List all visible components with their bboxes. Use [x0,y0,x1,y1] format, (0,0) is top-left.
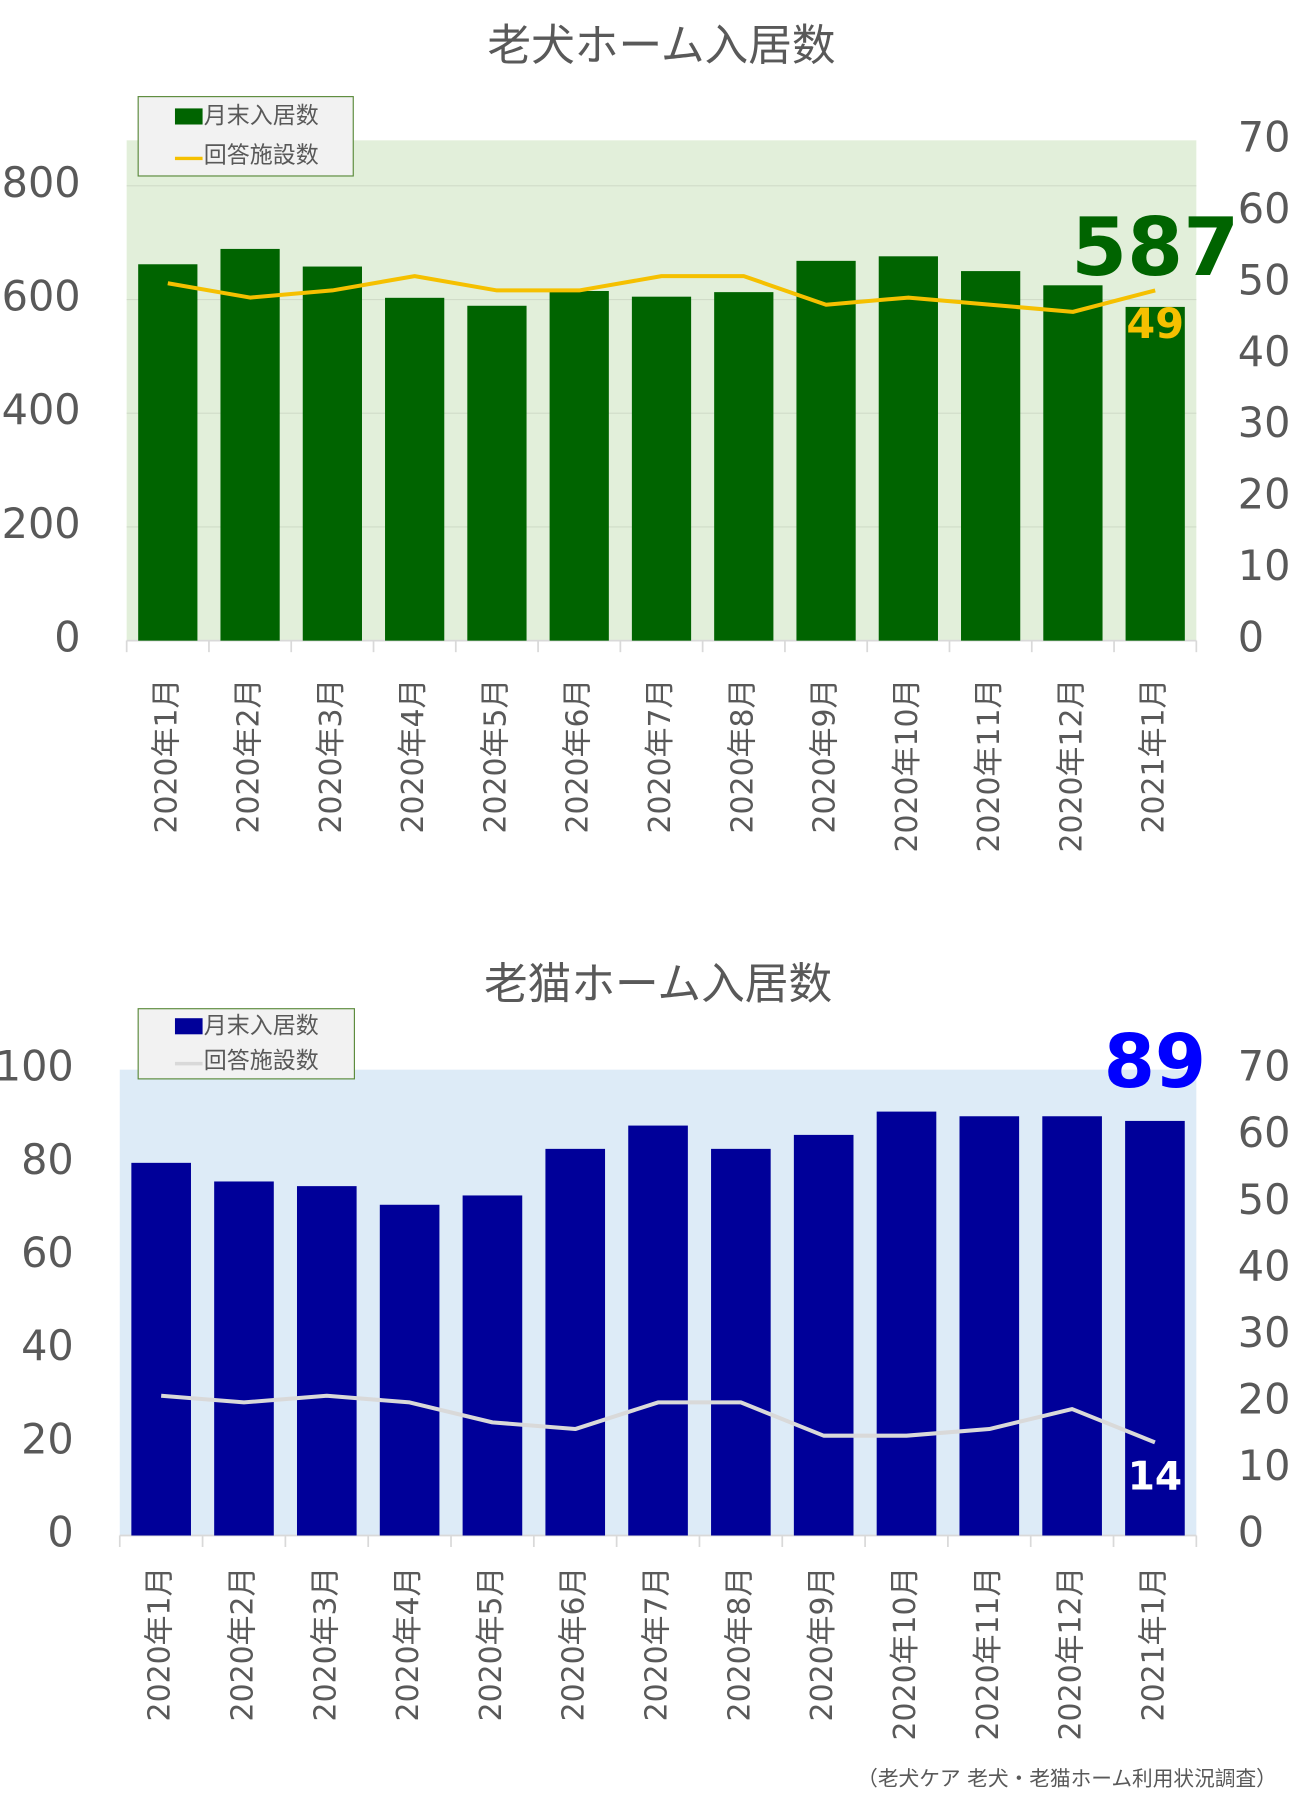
x-tick-label: 2020年1月 [149,679,184,834]
bar [467,305,527,641]
x-tick-label: 2020年4月 [391,1567,426,1722]
line [161,1393,1156,1445]
x-tick-label: 2020年7月 [640,1567,675,1722]
bar [631,296,692,641]
bar [793,1134,854,1536]
y2-tick-label: 70 [1238,1043,1291,1091]
bar [549,290,609,641]
y2-tick-label: 10 [1238,1442,1291,1490]
x-tick-label: 2020年3月 [308,1567,343,1722]
y-tick-label: 0 [47,1509,73,1557]
x-tick-label: 2020年2月 [232,679,267,834]
bar [545,1148,606,1536]
x-tick-label: 2020年12月 [1054,1567,1089,1741]
bar [959,1116,1020,1536]
x-tick-label: 2020年10月 [888,1567,923,1741]
bar [878,256,938,641]
x-tick-label: 2020年4月 [396,679,431,834]
x-tick-label: 2020年10月 [890,679,925,853]
x-tick-label: 2020年8月 [725,679,760,834]
y-tick-label: 600 [2,273,81,321]
bar [385,297,445,641]
bar [714,292,774,641]
source-note: （老犬ケア 老犬・老猫ホーム利用状況調査） [857,1766,1277,1790]
line-value-label: 14 [1128,1455,1182,1500]
x-tick-label: 2020年8月 [722,1567,757,1722]
x-tick-label: 2021年1月 [1136,1567,1171,1722]
bar [302,266,362,641]
x-tick-label: 2020年2月 [225,1567,260,1722]
x-tick-label: 2020年5月 [474,1567,509,1722]
x-tick-label: 2020年7月 [643,679,678,834]
line-value-label: 49 [1126,300,1184,348]
bar [1043,285,1103,641]
bar [220,248,280,641]
bar [961,271,1021,641]
legend-swatch [174,108,203,125]
x-tick-label: 2020年12月 [1054,679,1089,853]
bar [628,1125,688,1536]
chart-title: 老犬ホーム入居数 [487,20,835,71]
x-tick-label: 2020年11月 [972,679,1007,853]
y2-tick-label: 70 [1238,113,1291,161]
x-tick-label: 2020年6月 [561,679,596,834]
bar [462,1195,523,1536]
bar [379,1204,440,1536]
y-tick-label: 800 [2,159,81,207]
y2-tick-label: 0 [1238,1509,1264,1557]
bar [296,1186,357,1536]
y2-tick-label: 30 [1238,1309,1291,1357]
y2-tick-label: 40 [1238,328,1291,376]
y2-tick-label: 60 [1238,185,1291,233]
bar [138,264,198,641]
y2-tick-label: 20 [1238,1375,1291,1423]
x-tick-label: 2020年9月 [805,1567,840,1722]
legend-label: 回答施設数 [204,143,319,169]
chart-title: 老猫ホーム入居数 [484,959,832,1010]
x-tick-label: 2021年1月 [1137,679,1172,834]
x-tick-label: 2020年11月 [971,1567,1006,1741]
legend-label: 回答施設数 [204,1048,319,1074]
y2-tick-label: 50 [1238,1176,1291,1224]
y2-tick-label: 20 [1238,471,1291,519]
bar [1042,1116,1102,1536]
x-tick-label: 2020年9月 [808,679,843,834]
y-tick-label: 100 [0,1043,74,1091]
y-tick-label: 0 [54,614,80,662]
bar [1125,1120,1185,1536]
bar [711,1148,771,1536]
bar [131,1162,191,1536]
y2-tick-label: 50 [1238,256,1291,304]
bar-value-label: 587 [1071,200,1239,294]
y-tick-label: 20 [21,1415,74,1463]
y2-tick-label: 30 [1238,399,1291,447]
x-tick-label: 2020年6月 [557,1567,592,1722]
y-tick-label: 40 [21,1322,74,1370]
bar [214,1181,274,1536]
legend-swatch [174,1018,203,1035]
bar-value-label: 89 [1104,1020,1206,1105]
y2-tick-label: 0 [1238,614,1264,662]
y-tick-label: 80 [21,1136,74,1184]
legend-label: 月末入居数 [204,1013,319,1039]
y2-tick-label: 60 [1238,1109,1291,1157]
bar [876,1111,937,1536]
bar [796,260,856,641]
x-tick-label: 2020年3月 [314,679,349,834]
y2-tick-label: 40 [1238,1242,1291,1290]
x-tick-label: 2020年5月 [478,679,513,834]
y-tick-label: 400 [2,386,81,434]
line [167,274,1156,314]
bar [1125,306,1185,641]
y-tick-label: 60 [21,1229,74,1277]
legend-box [137,96,354,177]
legend-label: 月末入居数 [204,103,319,129]
y2-tick-label: 10 [1238,542,1291,590]
x-tick-label: 2020年1月 [143,1567,178,1722]
legend-box [137,1008,355,1080]
y-tick-label: 200 [2,500,81,548]
